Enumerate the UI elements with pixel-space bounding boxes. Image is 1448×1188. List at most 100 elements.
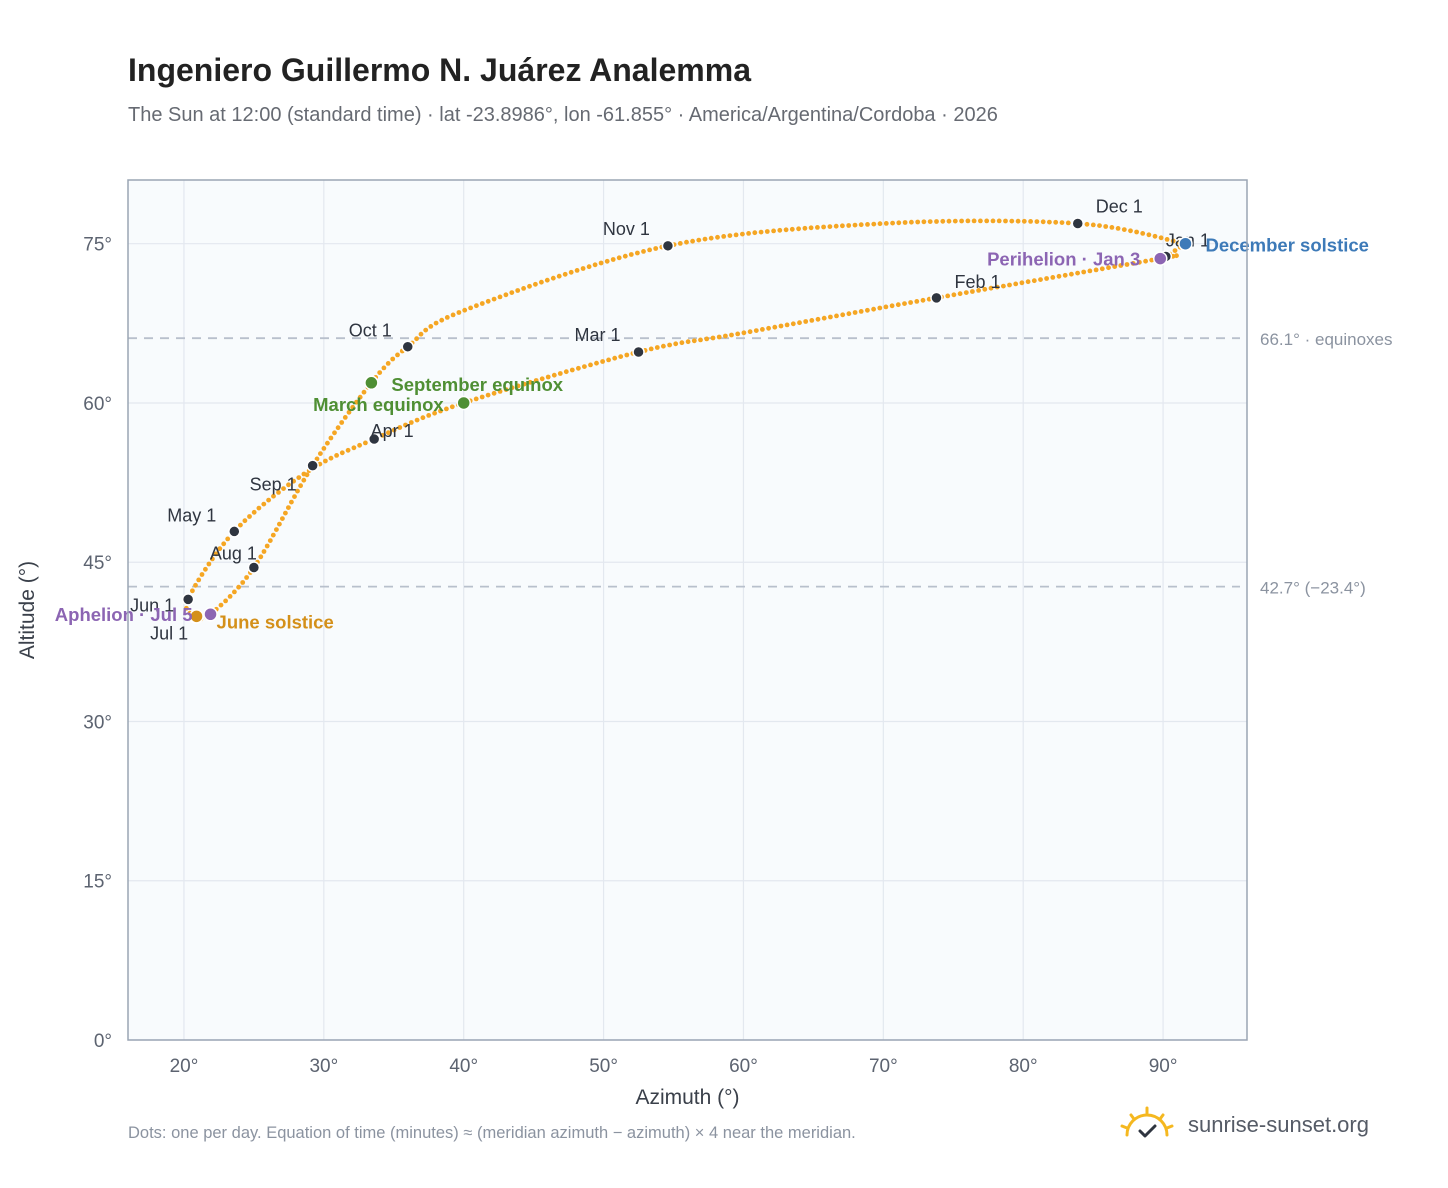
daily-dot	[896, 220, 902, 226]
daily-dot	[797, 320, 802, 326]
daily-dot	[462, 307, 468, 313]
daily-dot	[852, 222, 858, 228]
event-label: June solstice	[217, 611, 334, 632]
daily-dot	[1158, 235, 1164, 241]
daily-dot	[766, 325, 771, 331]
daily-dot	[624, 352, 630, 358]
daily-dot	[247, 514, 252, 519]
daily-dot	[1084, 221, 1090, 227]
month-marker	[367, 432, 381, 446]
daily-dot	[304, 472, 310, 478]
daily-dot	[1047, 219, 1052, 225]
daily-dot	[515, 288, 521, 293]
daily-dot	[521, 381, 527, 387]
sun-logo-icon	[1120, 1106, 1174, 1138]
daily-dot	[696, 237, 702, 243]
daily-dot	[840, 312, 846, 318]
daily-dot	[908, 300, 913, 305]
daily-dot	[1093, 267, 1099, 273]
daily-dot	[971, 218, 977, 224]
daily-dot	[965, 218, 971, 224]
daily-dot	[276, 490, 281, 495]
daily-dot	[1019, 280, 1025, 286]
daily-dot	[582, 364, 587, 369]
daily-dot	[951, 292, 957, 298]
daily-dot	[509, 385, 515, 391]
daily-dot	[612, 355, 618, 361]
daily-dot	[1130, 261, 1136, 266]
daily-dot	[580, 266, 586, 271]
daily-dot	[821, 224, 826, 230]
daily-dot	[871, 306, 876, 312]
daily-dot	[784, 322, 790, 328]
daily-dot	[574, 268, 580, 273]
daily-dot	[877, 305, 883, 311]
daily-dot	[834, 313, 839, 319]
daily-dot	[351, 445, 357, 451]
daily-dot	[1134, 229, 1139, 235]
daily-dot	[752, 230, 758, 236]
daily-dot	[335, 425, 341, 431]
month-marker	[401, 340, 414, 353]
daily-dot	[271, 493, 276, 499]
daily-dot	[610, 257, 616, 262]
daily-dot	[1065, 220, 1071, 226]
daily-dot	[976, 288, 981, 293]
daily-dot	[667, 342, 672, 348]
month-label: Jul 1	[150, 623, 188, 643]
daily-dot	[988, 285, 994, 291]
daily-dot	[256, 505, 262, 511]
daily-dot	[244, 575, 250, 580]
daily-dot	[803, 319, 809, 324]
daily-dot	[286, 505, 291, 510]
daily-dot	[647, 247, 652, 253]
daily-dot	[1143, 258, 1148, 264]
daily-dot	[527, 283, 532, 289]
daily-dot	[1059, 220, 1065, 226]
chart-title: Ingeniero Guillermo N. Juárez Analemma	[128, 52, 751, 88]
daily-dot	[1069, 271, 1074, 277]
daily-dot	[449, 404, 455, 410]
daily-dot	[815, 225, 820, 230]
daily-dot	[628, 252, 634, 257]
daily-dot	[225, 536, 231, 542]
brand[interactable]: sunrise-sunset.org	[1118, 1100, 1369, 1150]
month-marker	[930, 291, 943, 305]
daily-dot	[283, 510, 288, 516]
daily-dot	[747, 329, 753, 335]
daily-dot	[450, 312, 456, 318]
daily-dot	[1097, 223, 1102, 229]
daily-dot	[778, 323, 784, 329]
footnote: Dots: one per day. Equation of time (min…	[128, 1124, 856, 1142]
daily-dot	[740, 231, 745, 237]
daily-dot	[270, 532, 276, 538]
daily-dot	[354, 399, 359, 405]
daily-dot	[641, 249, 646, 254]
daily-dot	[758, 229, 764, 235]
daily-dot	[858, 222, 864, 228]
daily-dot	[920, 297, 926, 303]
daily-dot	[289, 499, 294, 505]
daily-dot	[846, 223, 852, 228]
daily-dot	[1062, 272, 1068, 278]
y-tick-label: 60°	[83, 394, 112, 415]
daily-dot	[963, 290, 969, 295]
daily-dot	[391, 427, 397, 433]
daily-dot	[994, 284, 1000, 290]
daily-dot	[865, 222, 870, 227]
daily-dot	[203, 566, 208, 572]
brand-name[interactable]: sunrise-sunset.org	[1188, 1112, 1369, 1137]
daily-dot	[261, 549, 267, 554]
daily-dot	[760, 327, 765, 332]
daily-dot	[350, 404, 356, 410]
daily-dot	[184, 605, 189, 611]
x-axis-label: Azimuth (°)	[635, 1086, 739, 1109]
month-marker	[228, 525, 241, 538]
daily-dot	[1028, 219, 1033, 224]
event-marker	[456, 395, 471, 411]
daily-dot	[1128, 228, 1133, 234]
daily-dot	[426, 413, 432, 418]
daily-dot	[1001, 283, 1006, 289]
x-tick-label: 30°	[309, 1056, 338, 1077]
daily-dot	[206, 561, 212, 567]
